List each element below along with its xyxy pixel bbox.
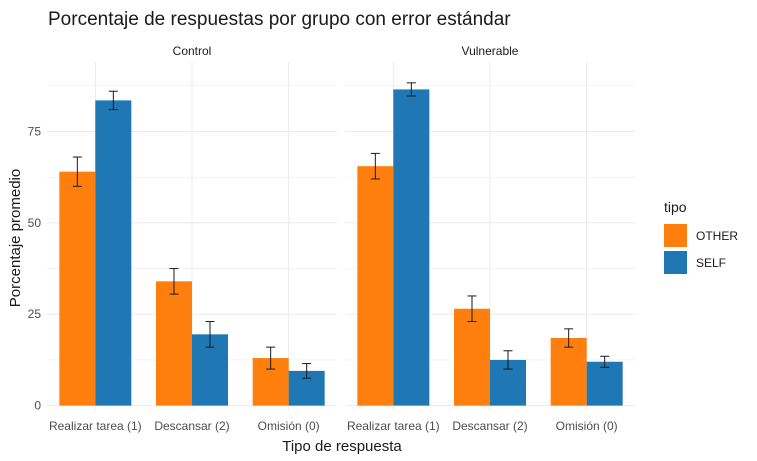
y-tick-label: 75: [28, 124, 42, 138]
y-tick-label: 25: [28, 307, 42, 321]
error-bar: [467, 295, 477, 323]
x-tick-label: Omisión (0): [556, 419, 618, 433]
error-bar: [503, 350, 513, 370]
legend: tipo OTHER SELF: [664, 199, 738, 274]
x-tick-label: Realizar tarea (1): [49, 419, 142, 433]
error-bar: [564, 328, 574, 348]
error-bar: [406, 82, 416, 97]
bar-other: [357, 166, 394, 406]
legend-label-self: SELF: [696, 256, 726, 270]
bar-other: [550, 337, 587, 406]
error-bar: [370, 152, 380, 180]
chart-title: Porcentaje de respuestas por grupo con e…: [48, 9, 511, 30]
x-axis-title: Tipo de respuesta: [282, 438, 402, 455]
legend-swatch-self: [664, 251, 687, 274]
panel-strip-label: Control: [173, 44, 212, 58]
y-tick-label: 0: [34, 399, 41, 413]
error-bar: [266, 346, 276, 370]
x-tick-label: Descansar (2): [452, 419, 527, 433]
y-axis-title: Porcentaje promedio: [7, 169, 24, 307]
bar-self: [393, 89, 430, 406]
panel-strip-label: Vulnerable: [462, 44, 519, 58]
legend-title: tipo: [664, 199, 687, 215]
error-bar: [205, 321, 215, 348]
bar-other: [59, 171, 96, 406]
bar-other: [156, 281, 192, 406]
x-tick-label: Descansar (2): [154, 419, 229, 433]
y-tick-label: 50: [28, 216, 42, 230]
error-bar: [600, 355, 610, 368]
x-tick-label: Omisión (0): [258, 419, 320, 433]
error-bar: [108, 90, 118, 111]
bar-other: [454, 308, 490, 406]
error-bar: [302, 363, 312, 379]
error-bar: [72, 156, 82, 187]
legend-label-other: OTHER: [696, 229, 738, 243]
legend-swatch-other: [664, 224, 687, 247]
error-bar: [169, 268, 179, 295]
bar-self: [95, 100, 132, 406]
panel-control: Control Realizar tarea (1) Descansar (2) Om…: [47, 44, 337, 433]
panel-vulnerable: Vulnerable Realizar tarea (1) Descansar (2…: [345, 44, 635, 433]
x-tick-label: Realizar tarea (1): [347, 419, 440, 433]
bar-self: [586, 361, 623, 406]
